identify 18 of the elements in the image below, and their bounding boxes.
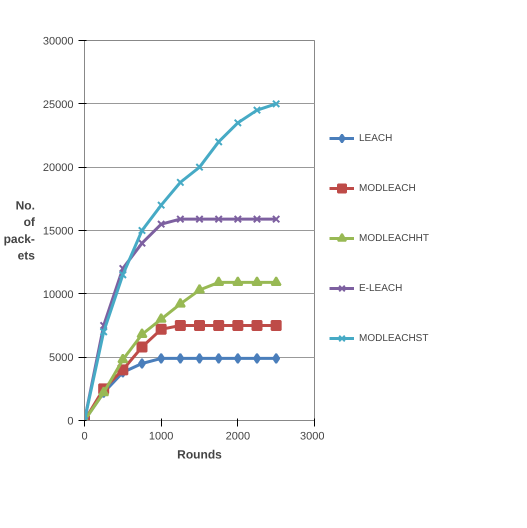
legend-label: MODLEACH [359, 182, 416, 194]
x-axis-title: Rounds [177, 448, 222, 462]
legend-label: MODLEACHHT [359, 232, 430, 244]
x-tick-label: 2000 [226, 430, 250, 442]
y-tick-label: 10000 [42, 288, 74, 301]
y-tick-label: 25000 [42, 98, 74, 111]
legend-label: MODLEACHST [359, 332, 428, 344]
y-tick-label: 15000 [42, 226, 74, 238]
y-tick-label: 30000 [42, 36, 74, 48]
y-tick-label: 0 [67, 416, 74, 428]
x-tick-label: 1000 [148, 430, 174, 442]
x-tick-label: 3000 [300, 430, 325, 442]
y-axis-title: No. of pack- ets [4, 198, 36, 263]
x-tick-label: 0 [81, 430, 88, 442]
legend-label: LEACH [359, 132, 392, 144]
legend-label: E-LEACH [359, 282, 402, 294]
y-tick-label: 5000 [49, 352, 74, 364]
y-tick-label: 20000 [42, 162, 74, 174]
